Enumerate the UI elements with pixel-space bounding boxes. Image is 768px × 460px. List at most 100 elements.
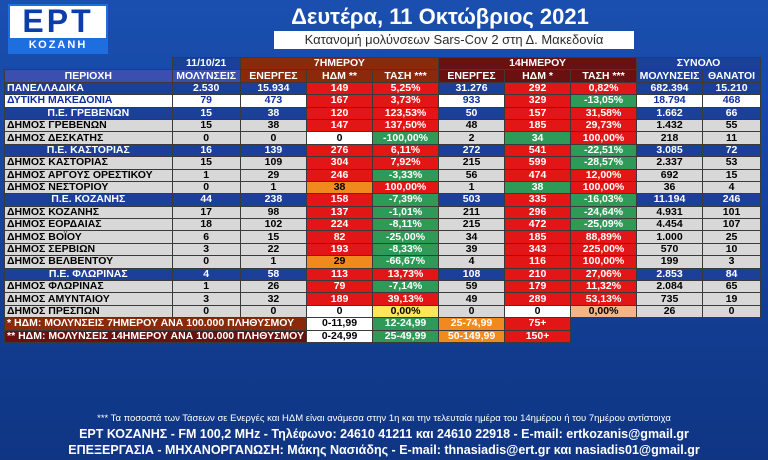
table-cell: 25	[702, 230, 762, 244]
table-cell: -8,33%	[372, 242, 440, 257]
table-cell: -28,57%	[570, 156, 638, 170]
table-cell: 16	[171, 143, 241, 158]
table-cell: 19	[702, 292, 762, 306]
area-name-cell: ΔΗΜΟΣ ΠΡΕΣΠΩΝ	[4, 304, 173, 319]
table-cell: 1.662	[636, 106, 704, 120]
table-cell: 79	[306, 280, 374, 294]
table-cell: 473	[239, 94, 308, 108]
table-cell: -66,67%	[372, 255, 440, 269]
table-cell: 55	[702, 118, 762, 133]
table-row: ΔΗΜΟΣ ΚΑΣΤΟΡΙΑΣ 15 109 304 7,92% 215 599 -28,57…	[4, 156, 762, 170]
area-name-cell: ΔΗΜΟΣ ΣΕΡΒΙΩΝ	[4, 242, 173, 257]
table-cell: 0	[171, 131, 241, 145]
table-cell: 79	[171, 94, 241, 108]
table-cell: 158	[306, 193, 374, 207]
table-cell: 102	[239, 218, 308, 232]
area-name-cell: Π.Ε. ΓΡΕΒΕΝΩΝ	[4, 106, 173, 120]
table-cell: 210	[504, 267, 572, 282]
area-name-cell: Π.Ε. ΦΛΩΡΙΝΑΣ	[4, 267, 173, 282]
table-cell: 167	[306, 94, 374, 108]
table-cell: 1.000	[636, 230, 704, 244]
table-cell: 0	[239, 131, 308, 145]
legend-range: 0-11,99	[306, 317, 374, 331]
table-cell: 179	[504, 280, 572, 294]
area-name-cell: ΔΗΜΟΣ ΕΟΡΔΑΙΑΣ	[4, 218, 173, 232]
table-cell: 296	[504, 205, 572, 220]
table-cell: -1,01%	[372, 205, 440, 220]
table-cell: 0	[171, 180, 241, 195]
table-cell: 0,00%	[570, 304, 638, 319]
table-cell: 108	[438, 267, 506, 282]
table-cell: 147	[306, 118, 374, 133]
table-cell: 1	[171, 280, 241, 294]
table-cell: 193	[306, 242, 374, 257]
table-row: ΔΗΜΟΣ ΣΕΡΒΙΩΝ 3 22 193 -8,33% 39 343 225,00% 570…	[4, 242, 762, 257]
table-cell: 4.931	[636, 205, 704, 220]
logo-main: ΕΡΤ	[22, 3, 94, 39]
table-cell: 15.934	[239, 81, 308, 96]
header-date: 11/10/21	[171, 56, 241, 71]
table-cell: 34	[504, 131, 572, 145]
table-cell: 185	[504, 118, 572, 133]
table-cell: -3,33%	[372, 168, 440, 182]
area-name-cell: ΔΗΜΟΣ ΦΛΩΡΙΝΑΣ	[4, 280, 173, 294]
column-header: ΠΕΡΙΟΧΗ	[4, 69, 173, 83]
table-cell: -100,00%	[372, 131, 440, 145]
table-row: ΔΗΜΟΣ ΠΡΕΣΠΩΝ 0 0 0 0,00% 0 0 0,00% 26 0	[4, 304, 762, 319]
table-cell: 15	[171, 106, 241, 120]
table-cell: 88,89%	[570, 230, 638, 244]
table-cell: 31.276	[438, 81, 506, 96]
table-cell: 246	[306, 168, 374, 182]
table-cell: 36	[636, 180, 704, 195]
table-cell: 157	[504, 106, 572, 120]
table-cell: 27,06%	[570, 267, 638, 282]
table-cell: 189	[306, 292, 374, 306]
table-cell: 98	[239, 205, 308, 220]
table-cell: 1	[438, 180, 506, 195]
area-name-cell: ΔΗΜΟΣ ΔΕΣΚΑΤΗΣ	[4, 131, 173, 145]
column-header: ΜΟΛΥΝΣΕΙΣ	[636, 69, 704, 83]
table-cell: 26	[636, 304, 704, 319]
table-cell: 59	[438, 280, 506, 294]
table-cell: 246	[702, 193, 762, 207]
table-cell: -25,00%	[372, 230, 440, 244]
table-cell: 503	[438, 193, 506, 207]
table-cell: 468	[702, 94, 762, 108]
table-cell: 4	[438, 255, 506, 269]
table-cell: 15	[239, 230, 308, 244]
covid-table: 11/10/21 7ΗΜΕΡΟΥ 14ΗΜΕΡΟΥ ΣΥΝΟΛΟ ΠΕΡΙΟΧΗ…	[3, 56, 762, 344]
table-cell: 100,00%	[372, 180, 440, 195]
table-cell: 541	[504, 143, 572, 158]
table-cell: 38	[239, 118, 308, 133]
table-cell: 3,73%	[372, 94, 440, 108]
table-cell: 0	[171, 255, 241, 269]
legend-range: 50-149,99	[438, 329, 506, 344]
table-cell: 335	[504, 193, 572, 207]
legend-label: * ΗΔΜ: ΜΟΛΥΝΣΕΙΣ 7ΗΜΕΡΟΥ ΑΝΑ 100.000 ΠΛΗ…	[3, 317, 308, 331]
table-cell: 2	[438, 131, 506, 145]
table-cell: 472	[504, 218, 572, 232]
legend-blank	[637, 330, 703, 342]
table-cell: 0,00%	[372, 304, 440, 319]
legend-blank	[637, 318, 703, 330]
table-cell: 0,82%	[570, 81, 638, 96]
table-row: ΔΗΜΟΣ ΔΕΣΚΑΤΗΣ 0 0 0 -100,00% 2 34 100,00% 218 11	[4, 131, 762, 145]
area-name-cell: ΔΗΜΟΣ ΓΡΕΒΕΝΩΝ	[4, 118, 173, 133]
table-cell: 139	[239, 143, 308, 158]
table-cell: -22,51%	[570, 143, 638, 158]
table-row: Π.Ε. ΚΑΣΤΟΡΙΑΣ 16 139 276 6,11% 272 541 -22,51%…	[4, 143, 762, 158]
table-row: ΠΑΝΕΛΛΑΔΙΚΑ 2.530 15.934 149 5,25% 31.276 292 0…	[4, 81, 762, 96]
table-row: ΔΗΜΟΣ ΕΟΡΔΑΙΑΣ 18 102 224 -8,11% 215 472 -25,09…	[4, 218, 762, 232]
table-cell: 34	[438, 230, 506, 244]
table-cell: 39	[438, 242, 506, 257]
table-cell: 6	[171, 230, 241, 244]
legend-blank	[571, 318, 637, 330]
page-title: Δευτέρα, 11 Οκτώβριος 2021	[291, 4, 589, 29]
table-cell: 123,53%	[372, 106, 440, 120]
table-cell: 343	[504, 242, 572, 257]
table-cell: -8,11%	[372, 218, 440, 232]
table-cell: -7,39%	[372, 193, 440, 207]
table-cell: 39,13%	[372, 292, 440, 306]
table-cell: 3.085	[636, 143, 704, 158]
